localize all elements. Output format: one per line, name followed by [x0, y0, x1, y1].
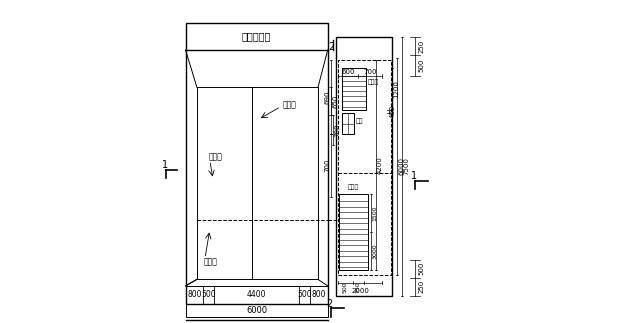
Text: 400: 400 [390, 105, 396, 118]
Text: 3000: 3000 [372, 243, 377, 258]
Text: 500: 500 [298, 290, 312, 299]
Text: 1: 1 [411, 171, 417, 181]
Text: 1500: 1500 [372, 205, 377, 221]
Text: 250: 250 [418, 39, 425, 53]
Text: 690: 690 [324, 90, 330, 104]
Text: 500: 500 [418, 59, 425, 72]
Text: 6000: 6000 [398, 157, 404, 175]
Text: 600: 600 [342, 69, 355, 75]
Text: 2000: 2000 [351, 288, 369, 294]
Text: 混凝土墙路: 混凝土墙路 [242, 31, 272, 41]
Text: 250: 250 [418, 280, 425, 293]
Text: 排水沟: 排水沟 [282, 100, 296, 109]
Bar [339, 194, 368, 270]
Text: 700: 700 [363, 69, 377, 75]
Text: 500: 500 [201, 290, 216, 299]
Text: 800: 800 [187, 290, 202, 299]
Text: 循环: 循环 [356, 119, 364, 124]
Bar [197, 87, 318, 279]
Text: 700: 700 [324, 159, 330, 172]
Bar [186, 23, 328, 304]
Text: 700: 700 [335, 123, 341, 137]
Text: 沉淀池: 沉淀池 [348, 184, 359, 190]
Text: 6000: 6000 [246, 306, 267, 315]
Bar [342, 68, 366, 110]
Text: 650: 650 [332, 94, 338, 108]
Bar [342, 113, 354, 134]
Text: 2: 2 [326, 299, 333, 308]
Text: 800: 800 [312, 290, 326, 299]
Text: 勾车道: 勾车道 [204, 257, 218, 266]
Text: 500: 500 [343, 282, 348, 293]
Text: 4400: 4400 [247, 290, 266, 299]
Bar [338, 60, 391, 275]
Text: 1: 1 [162, 160, 168, 170]
Text: 750: 750 [356, 282, 361, 293]
Text: 4200: 4200 [377, 156, 383, 173]
Bar [186, 304, 328, 317]
Text: 7500: 7500 [403, 157, 410, 175]
Text: 2: 2 [328, 42, 334, 52]
Bar [336, 37, 392, 296]
Text: 积水管: 积水管 [208, 152, 222, 162]
Text: 循环管: 循环管 [368, 80, 379, 85]
Text: 500: 500 [418, 262, 425, 276]
Bar [186, 286, 328, 304]
Text: 1200: 1200 [393, 80, 399, 98]
